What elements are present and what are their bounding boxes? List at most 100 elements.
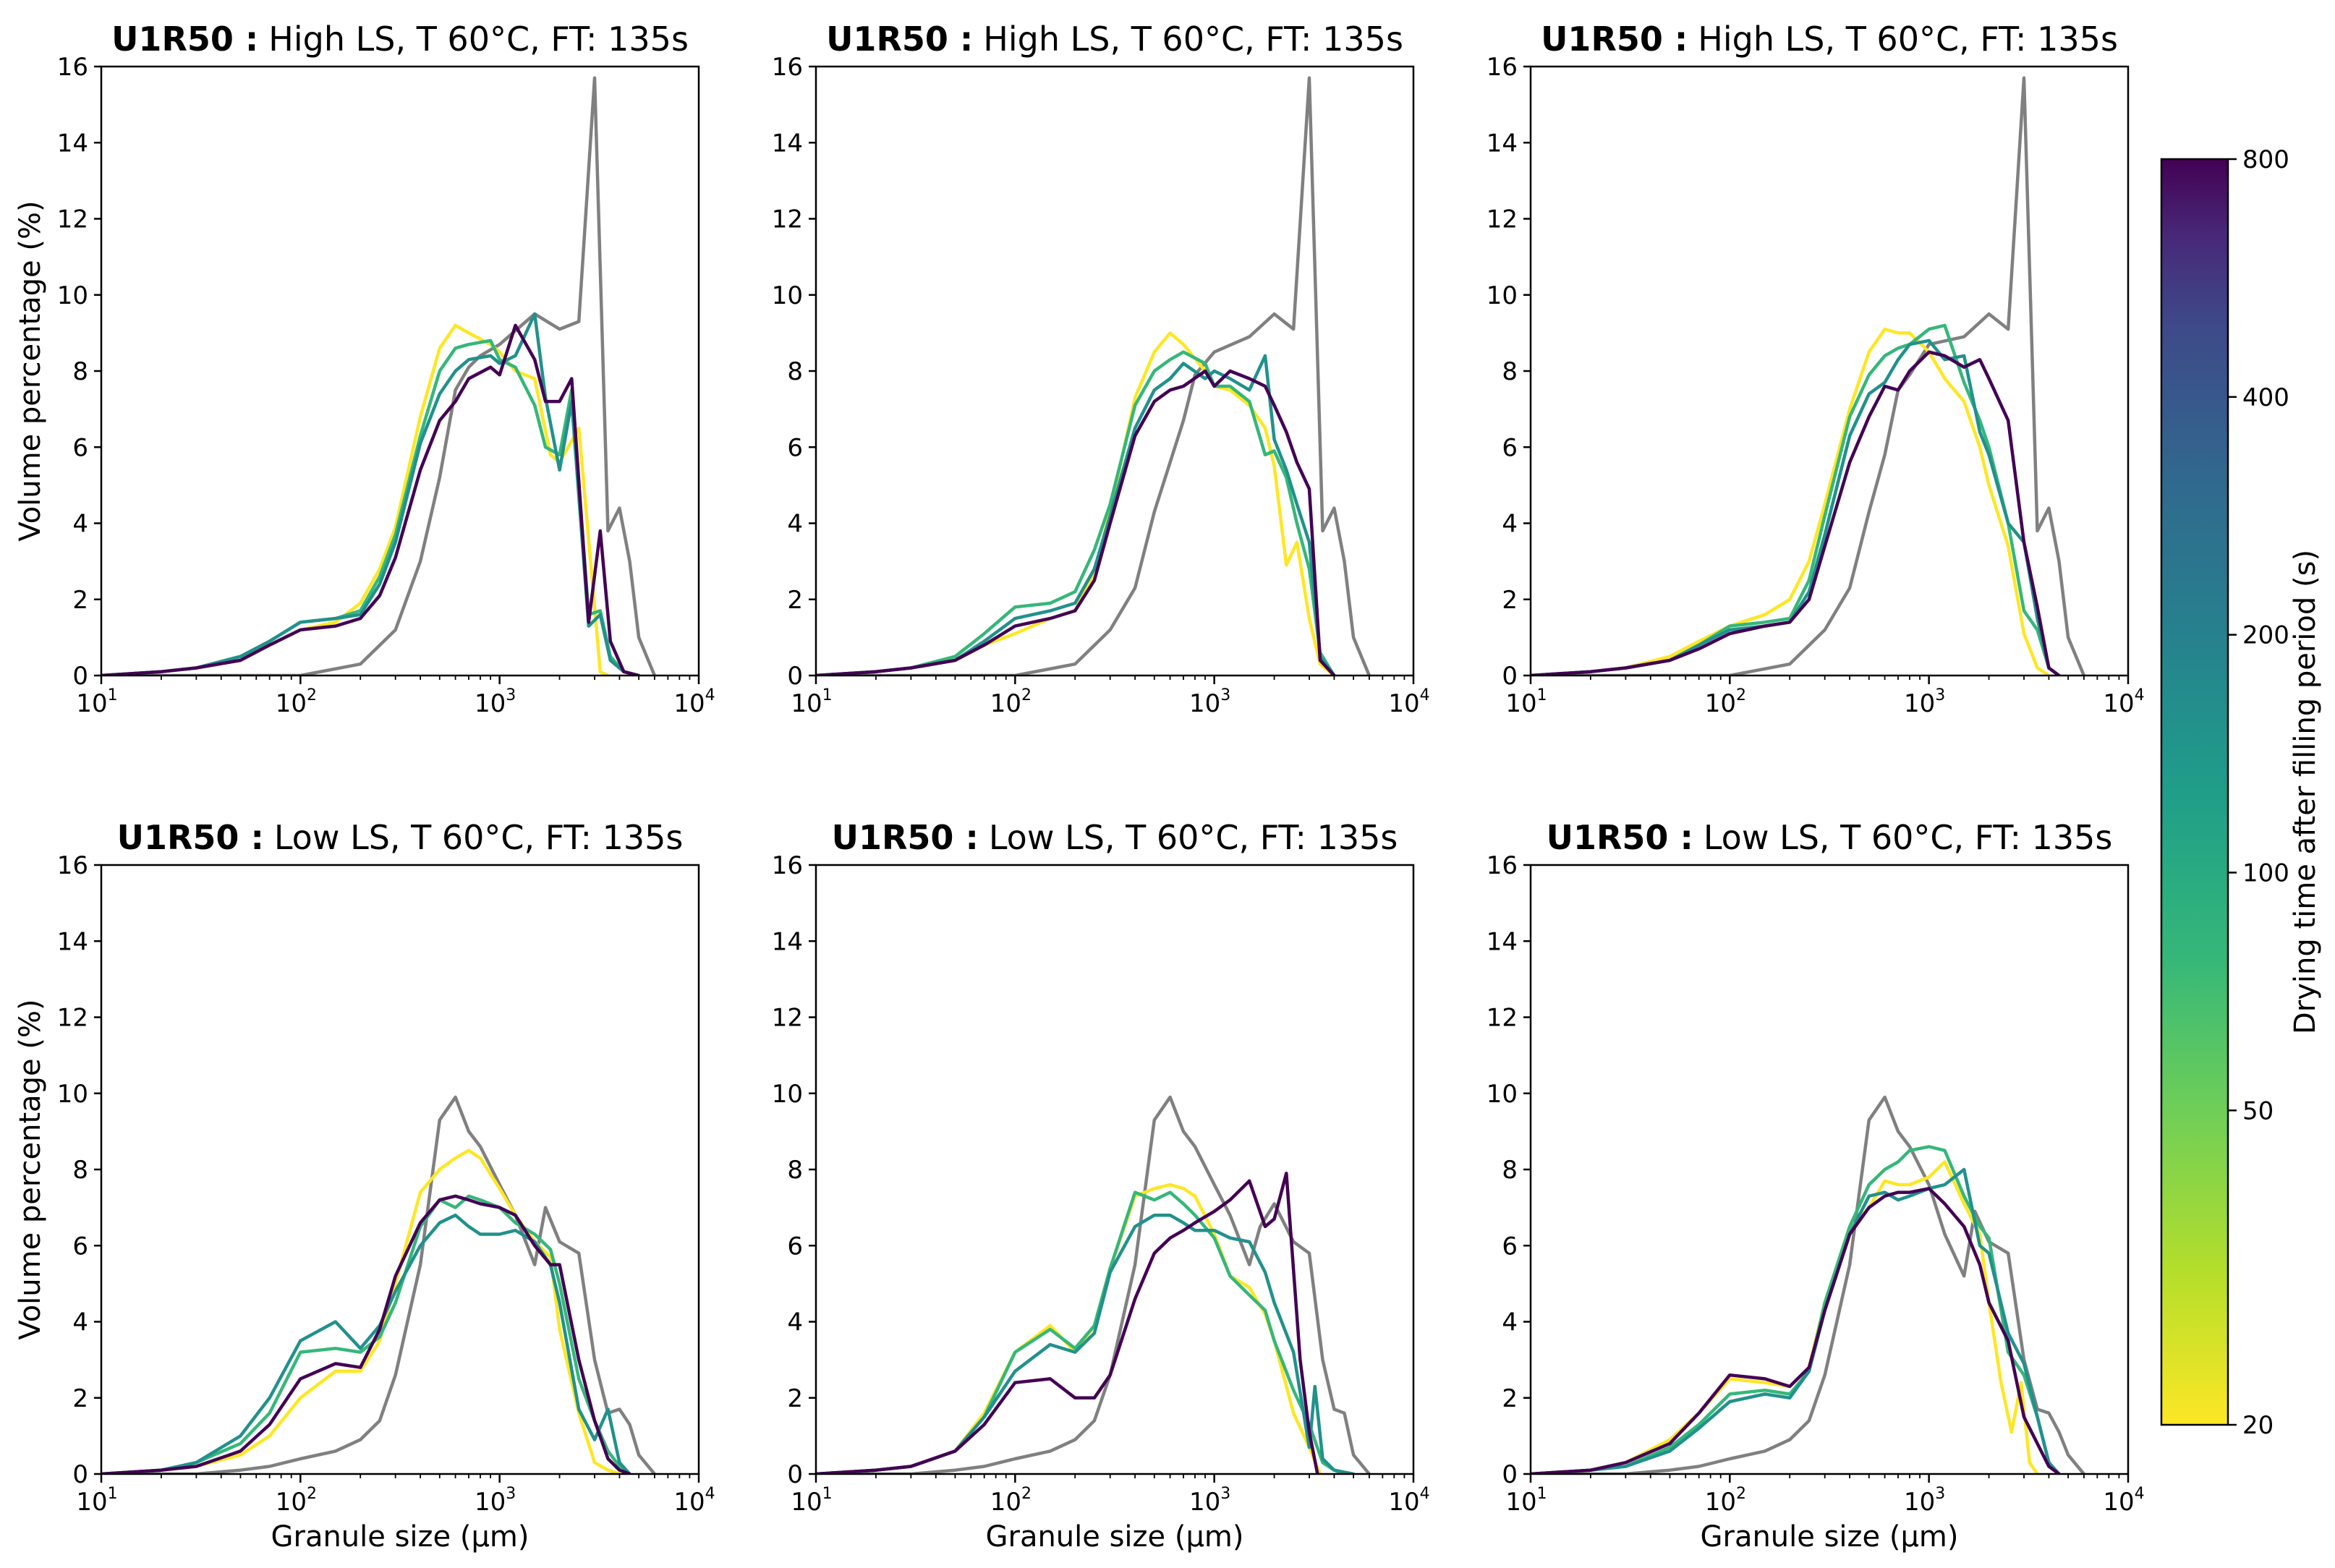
series-line-5	[1531, 350, 2061, 676]
panel-title-bold: U1R50 :	[111, 20, 258, 59]
series-line-3	[1531, 323, 2061, 676]
y-tick-label: 16	[57, 851, 88, 880]
series-line-5	[816, 369, 1336, 676]
series-line-2	[1531, 327, 2051, 676]
y-tick-label: 8	[72, 357, 88, 386]
y-tick-label: 12	[1487, 1004, 1518, 1033]
panel-title-bold: U1R50 :	[1547, 818, 1693, 857]
panel-title-text: High LS, T 60°C, FT: 135s	[1698, 20, 2118, 59]
series-group	[816, 76, 1371, 676]
series-line-4	[101, 1213, 631, 1474]
series-line-4	[1531, 338, 2061, 676]
y-tick-label: 12	[57, 205, 88, 234]
y-tick-label: 4	[72, 1308, 88, 1337]
y-tick-label: 2	[787, 1384, 803, 1413]
panel-title-bold: U1R50 :	[117, 818, 264, 857]
panel-title: U1R50 : Low LS, T 60°C, FT: 135s	[832, 818, 1398, 857]
x-tick-label: 101	[791, 1485, 832, 1517]
y-tick-label: 14	[57, 927, 88, 956]
y-tick-label: 0	[72, 1460, 88, 1489]
colorbar-ticks: 800 400 200 100 50 20	[2228, 145, 2289, 1440]
series-line-2	[816, 1183, 1322, 1474]
x-tick-label: 101	[76, 1485, 117, 1517]
y-tick-label: 10	[1487, 1080, 1518, 1109]
y-tick-label: 6	[1502, 433, 1518, 462]
colorbar-tick-label: 800	[2242, 145, 2289, 174]
y-tick-label: 6	[787, 1232, 803, 1261]
y-tick-label: 10	[1487, 281, 1518, 310]
y-tick-label: 14	[772, 129, 803, 158]
y-tick-label: 14	[1487, 927, 1518, 956]
y-tick-label: 4	[1502, 1308, 1518, 1337]
y-tick-label: 6	[72, 433, 88, 462]
colorbar-tick-label: 20	[2242, 1411, 2274, 1440]
panel-title-bold: U1R50 :	[826, 20, 973, 59]
panel-3: U1R50 : High LS, T 60°C, FT: 135s02468101…	[1487, 20, 2145, 718]
axes-frame	[815, 864, 1415, 1475]
panel-title: U1R50 : Low LS, T 60°C, FT: 135s	[117, 818, 684, 857]
panel-title-text: High LS, T 60°C, FT: 135s	[268, 20, 689, 59]
colorbar-gradient	[2160, 158, 2229, 1426]
y-tick-label: 2	[72, 1384, 88, 1413]
x-axis-label: Granule size (µm)	[1701, 1520, 1959, 1554]
y-tick-label: 10	[772, 1080, 803, 1109]
y-tick-label: 6	[1502, 1232, 1518, 1261]
series-line-4	[816, 354, 1336, 676]
x-tick-label: 104	[673, 686, 715, 718]
x-tick-label: 101	[1505, 1485, 1547, 1517]
x-tick-label: 104	[1388, 1485, 1429, 1517]
panel-title: U1R50 : High LS, T 60°C, FT: 135s	[111, 20, 689, 59]
series-group	[101, 76, 657, 676]
series-line-2	[816, 331, 1336, 676]
x-tick-label: 103	[1904, 686, 1945, 718]
series-line-3	[101, 1194, 631, 1474]
colorbar-tick-label: 400	[2242, 383, 2289, 412]
y-tick-label: 0	[72, 662, 88, 691]
axes-frame	[100, 864, 700, 1475]
x-tick-label: 102	[276, 1485, 317, 1517]
series-group	[816, 1095, 1371, 1474]
y-tick-label: 16	[772, 53, 803, 82]
colorbar-tick-label: 50	[2242, 1096, 2274, 1125]
colorbar: 800 400 200 100 50 20 Drying time after filli…	[2160, 145, 2322, 1440]
y-tick-label: 10	[57, 281, 88, 310]
panel-6: U1R50 : Low LS, T 60°C, FT: 135s 0 2 4 6 8 10 12…	[1487, 818, 2145, 1554]
axes-frame	[1529, 65, 2130, 677]
x-tick-label: 102	[276, 686, 317, 718]
series-line-2	[101, 323, 610, 676]
y-tick-label: 8	[787, 1156, 803, 1185]
x-tick-label: 103	[475, 686, 516, 718]
panel-title-bold: U1R50 :	[832, 818, 979, 857]
series-group	[1531, 1095, 2086, 1474]
y-tick-label: 6	[787, 433, 803, 462]
x-tick-label: 103	[1189, 1485, 1230, 1517]
colorbar-tick-label: 100	[2242, 858, 2289, 887]
y-tick-label: 14	[1487, 129, 1518, 158]
y-tick-label: 10	[57, 1080, 88, 1109]
series-line-1	[816, 76, 1371, 676]
series-line-5	[816, 1172, 1319, 1474]
y-tick-label: 2	[787, 586, 803, 615]
x-tick-label: 101	[76, 686, 117, 718]
panel-title-text: Low LS, T 60°C, FT: 135s	[989, 818, 1398, 857]
series-line-1	[816, 1095, 1371, 1474]
y-tick-label: 0	[1502, 1460, 1518, 1489]
series-line-1	[101, 1095, 657, 1474]
y-tick-label: 12	[772, 1004, 803, 1033]
axes-frame	[100, 65, 700, 677]
y-tick-label: 12	[1487, 205, 1518, 234]
y-tick-label: 14	[772, 927, 803, 956]
series-line-2	[101, 1149, 621, 1474]
y-tick-label: 4	[1502, 510, 1518, 539]
series-line-3	[816, 350, 1336, 676]
panel-title-bold: U1R50 :	[1541, 20, 1688, 59]
panel-title: U1R50 : High LS, T 60°C, FT: 135s	[826, 20, 1403, 59]
axes-frame	[1529, 864, 2130, 1475]
panel-5: U1R50 : Low LS, T 60°C, FT: 135s 0 2 4 6 8 10 12…	[772, 818, 1430, 1554]
series-line-2	[1531, 1160, 2039, 1474]
y-tick-label: 10	[772, 281, 803, 310]
series-group	[1531, 76, 2086, 676]
y-tick-label: 6	[72, 1232, 88, 1261]
colorbar-tick-label: 200	[2242, 621, 2289, 650]
